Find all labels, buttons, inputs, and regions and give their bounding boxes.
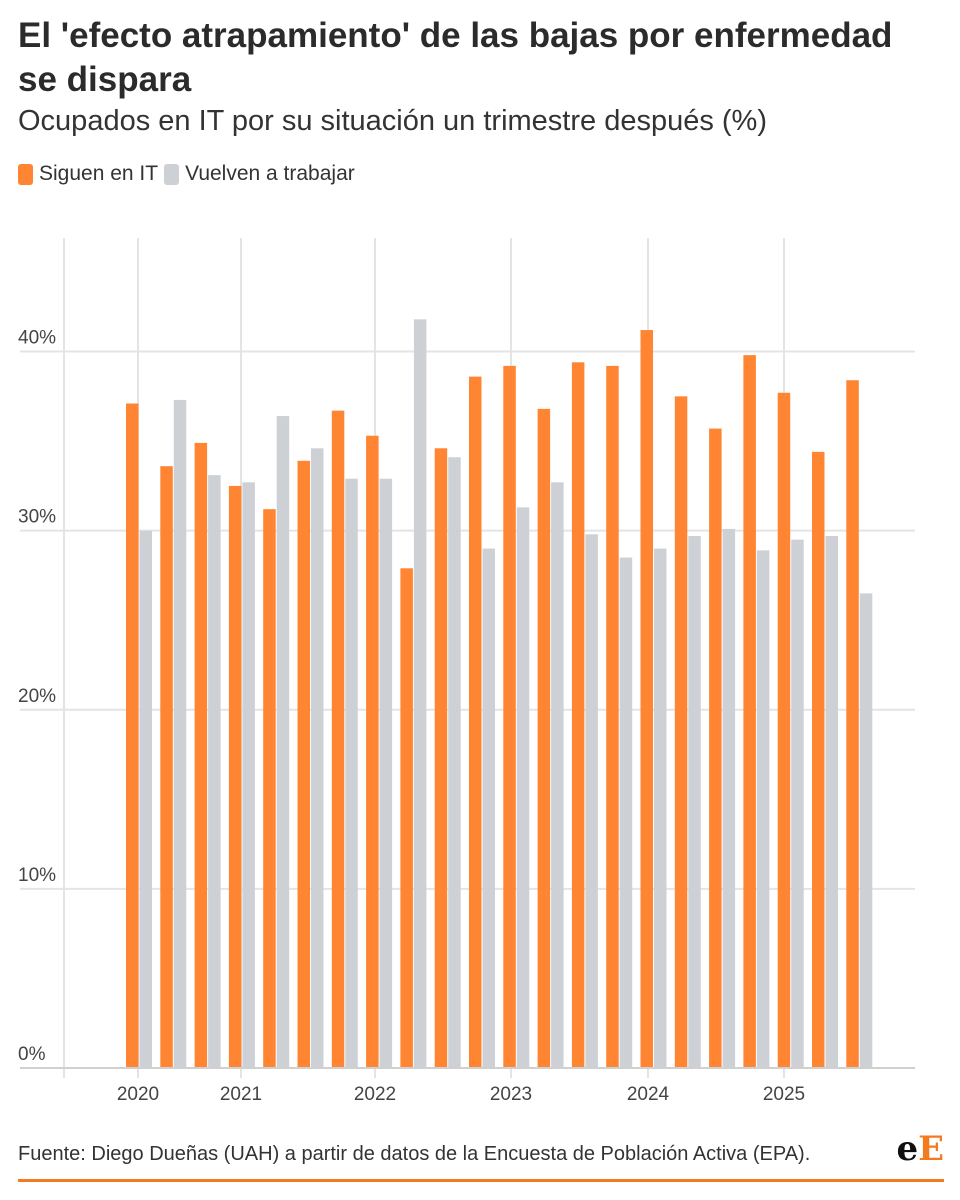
- bar-siguen-en-it: [846, 380, 859, 1068]
- bar-siguen-en-it: [743, 355, 756, 1068]
- source-note: Fuente: Diego Dueñas (UAH) a partir de d…: [18, 1143, 811, 1165]
- bar-vuelven-a-trabajar: [482, 548, 495, 1068]
- bar-siguen-en-it: [537, 408, 551, 1068]
- logo-letter-e: e: [896, 1129, 919, 1169]
- bar-siguen-en-it: [709, 428, 722, 1068]
- bar-siguen-en-it: [228, 485, 242, 1068]
- bar-siguen-en-it: [503, 365, 516, 1068]
- bar-siguen-en-it: [126, 403, 139, 1068]
- legend-item-vuelven: Vuelven a trabajar: [164, 162, 355, 186]
- bar-vuelven-a-trabajar: [379, 478, 393, 1068]
- legend-label-siguen: Siguen en IT: [39, 162, 159, 185]
- bar-vuelven-a-trabajar: [139, 530, 152, 1068]
- legend-swatch-orange: [18, 163, 33, 185]
- bar-siguen-en-it: [640, 330, 653, 1068]
- bar-vuelven-a-trabajar: [859, 593, 873, 1068]
- bar-vuelven-a-trabajar: [551, 482, 564, 1069]
- bar-vuelven-a-trabajar: [173, 399, 187, 1069]
- bar-vuelven-a-trabajar: [791, 539, 804, 1068]
- bar-siguen-en-it: [434, 448, 448, 1068]
- y-tick-label: 20%: [18, 686, 56, 707]
- bar-vuelven-a-trabajar: [448, 457, 461, 1069]
- bar-vuelven-a-trabajar: [722, 528, 736, 1068]
- legend-label-vuelven: Vuelven a trabajar: [185, 162, 355, 185]
- bar-siguen-en-it: [331, 410, 345, 1068]
- bar-vuelven-a-trabajar: [276, 416, 290, 1069]
- logo-letter-E: E: [918, 1129, 944, 1169]
- chart-subtitle: Ocupados en IT por su situación un trime…: [18, 105, 768, 137]
- footer-rule: [18, 1179, 944, 1182]
- bar-siguen-en-it: [777, 392, 791, 1068]
- x-tick-label: 2023: [490, 1084, 532, 1105]
- bar-chart: 0% 10% 20% 30% 40% 2020 2021 2022 2023 2024 2025: [18, 238, 915, 1105]
- bar-vuelven-a-trabajar: [756, 550, 770, 1068]
- x-tick-label: 2025: [763, 1084, 805, 1105]
- bar-vuelven-a-trabajar: [654, 548, 667, 1068]
- y-tick-label: 30%: [18, 507, 56, 528]
- bar-siguen-en-it: [469, 376, 482, 1068]
- legend-item-siguen: Siguen en IT: [18, 162, 158, 186]
- bar-vuelven-a-trabajar: [208, 475, 221, 1068]
- chart-legend: Siguen en IT Vuelven a trabajar: [18, 162, 361, 186]
- chart-title: El 'efecto atrapamiento' de las bajas po…: [18, 16, 893, 99]
- bar-siguen-en-it: [263, 509, 276, 1068]
- x-tick-label: 2022: [354, 1084, 396, 1105]
- bar-vuelven-a-trabajar: [619, 557, 633, 1068]
- bar-siguen-en-it: [366, 435, 379, 1068]
- legend-swatch-gray: [164, 163, 180, 185]
- bar-vuelven-a-trabajar: [585, 534, 598, 1068]
- bar-vuelven-a-trabajar: [311, 448, 324, 1068]
- x-tick-label: 2020: [117, 1084, 159, 1105]
- bar-siguen-en-it: [297, 460, 310, 1068]
- x-tick-label: 2021: [220, 1084, 262, 1105]
- bar-siguen-en-it: [606, 365, 619, 1068]
- y-tick-label: 10%: [18, 865, 56, 886]
- bar-vuelven-a-trabajar: [242, 482, 255, 1069]
- bar-vuelven-a-trabajar: [413, 319, 427, 1068]
- bar-siguen-en-it: [812, 451, 825, 1068]
- bar-siguen-en-it: [400, 568, 413, 1068]
- bar-vuelven-a-trabajar: [688, 536, 701, 1068]
- y-tick-label: 40%: [18, 328, 56, 349]
- bar-vuelven-a-trabajar: [345, 478, 358, 1068]
- bar-siguen-en-it: [571, 362, 585, 1068]
- y-tick-label: 0%: [18, 1044, 46, 1065]
- bar-siguen-en-it: [194, 442, 208, 1068]
- bar-siguen-en-it: [674, 396, 688, 1068]
- bar-siguen-en-it: [160, 466, 173, 1068]
- bar-vuelven-a-trabajar: [825, 536, 838, 1068]
- x-tick-label: 2024: [627, 1084, 670, 1105]
- bar-vuelven-a-trabajar: [516, 507, 530, 1069]
